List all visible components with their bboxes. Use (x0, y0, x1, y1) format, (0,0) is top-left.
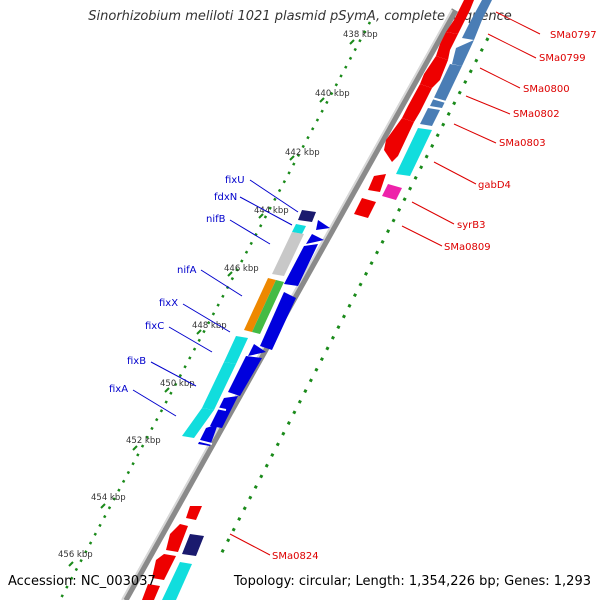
gene-lower-cyan (162, 562, 192, 600)
gene-nifb-grey (272, 232, 304, 276)
label-nifa: nifA (177, 265, 197, 276)
gene-nifa-green (252, 280, 284, 334)
gene-nifb-cyan (292, 224, 306, 234)
tick-456: 456 kbp (58, 550, 93, 560)
gc-track-outer (58, 21, 372, 600)
tick-452: 452 kbp (126, 436, 161, 446)
gene-fixc-cyan (202, 362, 236, 410)
map-title: Sinorhizobium meliloti 1021 plasmid pSym… (88, 9, 512, 24)
gene-fdxn-arrow (316, 220, 330, 230)
gene-nifa-orange (244, 278, 276, 332)
label-fdxn: fdxN (214, 192, 237, 203)
tick-448: 448 kbp (192, 321, 227, 331)
label-gabd4: gabD4 (478, 180, 511, 191)
accession-text: Accession: NC_003037 (8, 574, 156, 589)
label-fixx: fixX (159, 298, 178, 309)
label-sma0809: SMa0809 (444, 242, 491, 253)
gene-sma0800 (420, 56, 448, 88)
right-gene-labels: SMa0797 SMa0799 SMa0800 SMa0802 SMa0803 … (272, 30, 597, 562)
label-nifb: nifB (206, 214, 226, 225)
tick-marks (68, 39, 355, 567)
gene-lower-red (152, 554, 176, 580)
gene-block-lower (142, 506, 204, 600)
label-sma0800: SMa0800 (523, 84, 570, 95)
topology-text: Topology: circular; Length: 1,354,226 bp… (233, 574, 591, 589)
gene-gabd4 (396, 128, 432, 176)
label-fixu: fixU (225, 175, 245, 186)
tick-438: 438 kbp (343, 30, 378, 40)
gene-sma0802 (402, 84, 432, 122)
label-fixb: fixB (127, 356, 146, 367)
gene-sma0799 (436, 32, 458, 60)
gene-nifa-blue (260, 292, 296, 350)
gene-sma0802-steel (420, 108, 440, 126)
left-connectors (132, 179, 299, 417)
gene-nifb-arrow (306, 234, 324, 244)
label-sma0802: SMa0802 (513, 109, 560, 120)
tick-444: 444 kbp (254, 206, 289, 216)
gene-red-small-1 (368, 174, 386, 192)
gene-fixu-navy (298, 210, 316, 222)
label-syrb3: syrB3 (457, 220, 485, 231)
gene-lower-red-2 (142, 584, 160, 600)
gene-separators (195, 97, 447, 445)
gene-block-upper-right (354, 0, 492, 218)
gene-fixa-cyan (182, 408, 214, 438)
label-sma0799: SMa0799 (539, 53, 586, 64)
gene-block-nif-fix (182, 210, 330, 446)
gene-red-small-2 (186, 506, 202, 520)
gene-lower-navy (182, 534, 204, 556)
right-connectors (229, 11, 541, 556)
label-sma0824: SMa0824 (272, 551, 319, 562)
tick-labels: 438 kbp 440 kbp 442 kbp 444 kbp 446 kbp … (58, 30, 378, 560)
label-fixa: fixA (109, 384, 128, 395)
gene-fixx-arrow (248, 344, 266, 356)
left-gene-labels: fixU fdxN nifB nifA fixX fixC fixB fixA (109, 175, 245, 395)
label-sma0803: SMa0803 (499, 138, 546, 149)
gc-track-inner (216, 37, 490, 561)
tick-440: 440 kbp (315, 89, 350, 99)
tick-454: 454 kbp (91, 493, 126, 503)
gene-sma0800-steel (430, 64, 462, 108)
tick-446: 446 kbp (224, 264, 259, 274)
gene-sma0797-steel (462, 0, 492, 40)
gene-fixa-blue (198, 424, 218, 446)
gene-fixb-blue (210, 396, 238, 428)
gene-syrb3 (382, 184, 402, 200)
gene-sma0799-steel (452, 40, 474, 66)
tick-450: 450 kbp (160, 379, 195, 389)
tick-442: 442 kbp (285, 148, 320, 158)
gene-nifb-blue (284, 244, 318, 286)
label-sma0797: SMa0797 (550, 30, 597, 41)
gene-sma0797 (446, 0, 474, 34)
gene-sma0824 (166, 524, 188, 552)
gene-fixx-cyan (224, 336, 248, 364)
gene-sma0809 (354, 198, 376, 218)
gene-fixc-blue (228, 356, 262, 396)
label-fixc: fixC (145, 321, 164, 332)
gene-sma0803 (384, 118, 414, 162)
